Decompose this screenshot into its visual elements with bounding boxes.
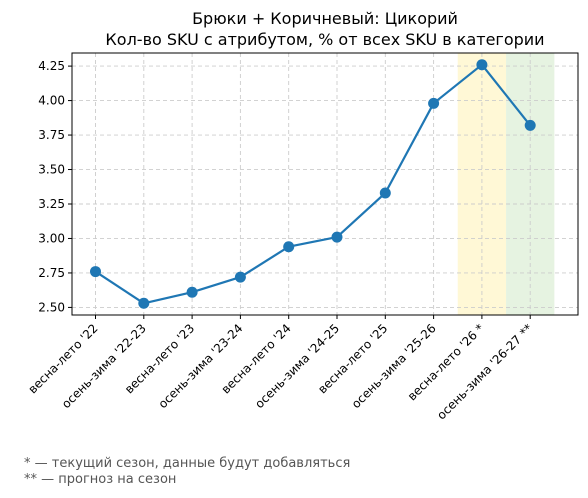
data-point-5 [331, 231, 343, 243]
x-tick-label-1: осень-зима '22-23 [59, 321, 149, 411]
y-tick-label-5: 3.75 [38, 128, 65, 142]
y-tick-label-0: 2.50 [38, 300, 65, 314]
series-line-group [90, 59, 536, 309]
footnote-forecast: ** — прогноз на сезон [24, 472, 177, 487]
data-point-2 [186, 286, 198, 298]
grid-lines [72, 53, 578, 315]
x-tick-label-9: осень-зима '26-27 ** [434, 321, 535, 422]
axes [71, 52, 579, 316]
season-highlights [457, 53, 555, 315]
data-point-1 [138, 297, 150, 309]
x-tick-label-5: осень-зима '24-25 [252, 321, 342, 411]
y-tick-label-6: 4.00 [38, 94, 65, 108]
y-tick-label-4: 3.50 [38, 163, 65, 177]
x-tick-label-3: осень-зима '23-24 [156, 321, 246, 411]
highlight-band-1 [506, 53, 555, 315]
highlight-band-0 [457, 53, 507, 315]
y-axis-ticks: 2.50 2.75 3.00 3.25 3.50 3.75 4.00 4.25 [38, 59, 72, 314]
y-tick-label-2: 3.00 [38, 231, 65, 245]
plot-frame [71, 52, 579, 316]
y-tick-label-3: 3.25 [38, 197, 65, 211]
data-point-7 [428, 97, 440, 109]
chart-subtitle: Кол-во SKU с атрибутом, % от всех SKU в … [105, 30, 544, 49]
data-point-4 [283, 241, 295, 253]
chart-title: Брюки + Коричневый: Цикорий [192, 9, 458, 28]
series-line [94, 63, 532, 305]
y-tick-label-7: 4.25 [38, 59, 65, 73]
data-point-3 [234, 271, 246, 283]
data-point-9 [524, 119, 536, 131]
data-point-6 [379, 187, 391, 199]
y-tick-label-1: 2.75 [38, 266, 65, 280]
x-tick-label-7: осень-зима '25-26 [349, 321, 439, 411]
data-point-8 [476, 59, 488, 71]
data-point-0 [90, 266, 101, 278]
footnote-current-season: * — текущий сезон, данные будут добавлят… [24, 456, 351, 471]
